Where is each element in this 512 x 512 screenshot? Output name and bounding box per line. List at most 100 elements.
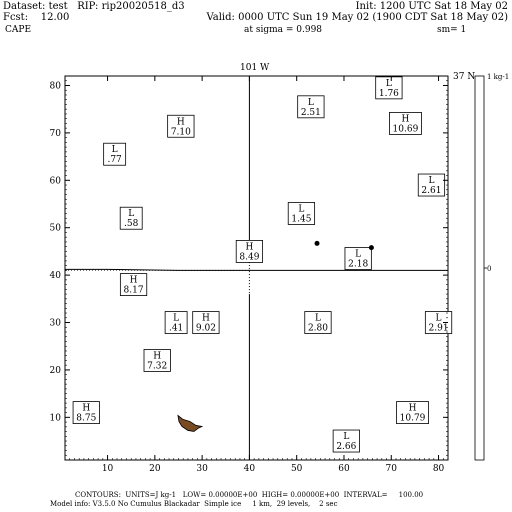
marker-box [424, 311, 453, 334]
x-tick-label: 50 [291, 464, 303, 474]
marker-value: 8.49 [239, 252, 259, 262]
marker-box [332, 429, 360, 453]
marker-type: L [315, 314, 321, 324]
sigma-level-label: at sigma = 0.998 [244, 25, 323, 35]
marker-type: L [428, 176, 434, 186]
x-tick-label: 30 [196, 464, 208, 474]
marker-value: 2.91 [429, 324, 449, 334]
y-tick-label: 20 [50, 366, 62, 376]
marker-box [396, 401, 429, 424]
marker-value: 7.10 [171, 127, 191, 137]
marker-value: 9.02 [196, 324, 216, 334]
y-tick-label: 10 [50, 413, 62, 423]
marker-type: H [177, 117, 185, 127]
high-marker: H7.32 [143, 349, 171, 372]
field-name-label: CAPE [5, 25, 32, 35]
marker-box [235, 240, 264, 263]
marker-box [192, 311, 220, 334]
parallel-line [65, 268, 448, 271]
marker-value: 1.76 [379, 89, 399, 99]
top-longitude-label: 101 W [240, 63, 270, 73]
marker-value: 2.51 [301, 108, 321, 118]
low-marker: L1.76 [375, 76, 403, 100]
marker-type: L [128, 209, 134, 219]
colorbar-box [474, 75, 485, 461]
marker-type: L [436, 314, 442, 324]
marker-box [167, 114, 195, 138]
marker-type: H [202, 314, 210, 324]
marker-box [72, 401, 100, 424]
marker-type: H [153, 351, 161, 361]
low-marker: L2.91 [424, 311, 453, 334]
smoothing-label: sm= 1 [437, 25, 467, 35]
low-marker: L2.80 [304, 311, 332, 334]
marker-type: H [402, 114, 410, 124]
marker-type: H [245, 242, 253, 252]
marker-box [143, 349, 171, 372]
y-tick-label: 50 [50, 224, 62, 234]
low-marker: L.58 [119, 206, 143, 230]
low-marker: L2.51 [297, 95, 325, 119]
plot-border [64, 75, 449, 461]
x-tick-label: 20 [149, 464, 161, 474]
marker-type: L [355, 250, 361, 260]
marker-box [103, 142, 127, 166]
right-latitude-label: 37 N [453, 72, 476, 82]
marker-box [119, 206, 143, 230]
high-marker: H10.79 [396, 401, 429, 424]
low-marker: L2.61 [417, 173, 446, 197]
high-marker: H7.10 [167, 114, 195, 138]
marker-type: L [112, 145, 118, 155]
marker-value: 7.32 [147, 361, 167, 371]
y-tick-label: 40 [50, 271, 62, 281]
forecast-hour-label: Fcst: 12.00 [3, 12, 70, 23]
low-marker: L2.18 [344, 247, 372, 270]
x-tick-label: 70 [386, 464, 398, 474]
marker-type: L [308, 98, 314, 108]
terrain-shape [177, 414, 204, 432]
marker-type: H [82, 404, 90, 414]
x-tick-label: 10 [102, 464, 114, 474]
marker-value: 1.45 [291, 214, 311, 224]
marker-type: L [343, 432, 349, 442]
axis-ticks: 10 20 30 40 50 60 70 80 10 20 30 40 50 60 70 80 [50, 76, 448, 474]
high-marker: H10.69 [389, 112, 422, 135]
x-tick-label: 40 [244, 464, 256, 474]
x-tick-label: 60 [338, 464, 350, 474]
colorbar [474, 75, 487, 461]
marker-value: 2.80 [308, 324, 328, 334]
x-tick-label: 80 [433, 464, 445, 474]
marker-value: 10.79 [400, 414, 426, 424]
marker-box [375, 76, 403, 100]
marker-box [164, 311, 188, 334]
marker-box [304, 311, 332, 334]
high-marker: H9.02 [192, 311, 220, 334]
marker-type: H [130, 276, 138, 286]
marker-value: .41 [169, 324, 183, 334]
marker-box [417, 173, 446, 197]
station-dot [368, 245, 374, 251]
marker-type: L [298, 204, 304, 214]
marker-type: H [409, 404, 417, 414]
marker-box [297, 95, 325, 119]
marker-value: 8.75 [76, 414, 96, 424]
marker-value: .58 [124, 219, 139, 229]
marker-box [287, 202, 316, 225]
low-marker: L.41 [164, 311, 188, 334]
marker-type: L [173, 314, 179, 324]
marker-value: 2.66 [336, 442, 356, 452]
dataset-label: Dataset: test RIP: rip20020518_d3 [3, 1, 185, 12]
low-marker: L2.66 [332, 429, 360, 453]
marker-box [119, 273, 148, 296]
terrain-region [177, 414, 204, 432]
high-marker: H8.49 [235, 240, 264, 263]
contours-info: CONTOURS: UNITS=J kg-1 LOW= 0.00000E+00 … [75, 491, 424, 499]
y-tick-label: 30 [50, 319, 62, 329]
marker-type: L [386, 79, 392, 89]
marker-value: 8.17 [124, 286, 144, 296]
init-time-label: Init: 1200 UTC Sat 18 May 02 [355, 1, 508, 12]
y-tick-label: 70 [50, 129, 62, 139]
marker-value: 10.69 [393, 124, 419, 134]
marker-value: .77 [107, 155, 122, 165]
